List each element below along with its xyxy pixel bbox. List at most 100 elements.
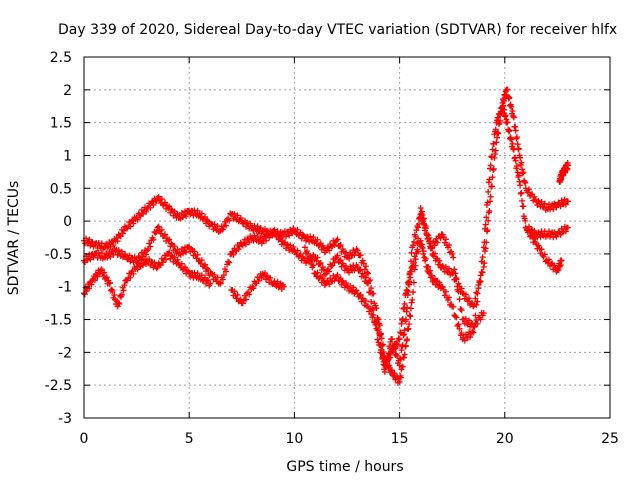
y-tick-labels: -3 -2.5 -2 -1.5 -1 -0.5 0 0.5 1 1.5 2 2.5: [45, 50, 72, 427]
data-point-fill: [562, 201, 569, 208]
data-point-fill: [187, 273, 194, 280]
data-point: [417, 237, 424, 244]
data-point-fill: [473, 301, 480, 308]
data-point-fill: [456, 325, 463, 332]
data-point-fill: [446, 294, 453, 301]
data-point: [207, 280, 214, 287]
data-point-fill: [385, 350, 392, 357]
data-point-fill: [509, 140, 516, 147]
data-point-fill: [394, 352, 401, 359]
data-point-fill: [237, 296, 244, 303]
data-point-fill: [362, 298, 369, 305]
data-point-fill: [171, 208, 178, 215]
data-point-fill: [461, 337, 468, 344]
data-point-fill: [158, 226, 165, 233]
data-point: [417, 204, 424, 211]
data-point-fill: [274, 278, 281, 285]
data-point-fill: [446, 265, 453, 272]
data-point-fill: [483, 214, 490, 221]
data-point-fill: [452, 270, 459, 277]
data-point: [301, 244, 308, 251]
data-point: [354, 247, 361, 254]
data-point-fill: [404, 336, 411, 343]
data-point-fill: [127, 258, 134, 265]
data-point-fill: [514, 134, 521, 141]
data-point-fill: [550, 205, 557, 212]
data-point-fill: [436, 257, 443, 264]
data-point-fill: [367, 305, 374, 312]
data-point-fill: [510, 114, 517, 121]
data-point-fill: [419, 216, 426, 223]
data-point-fill: [399, 363, 406, 370]
data-point-fill: [359, 257, 366, 264]
series-trace-c: [81, 211, 571, 376]
y-tick-label: 2.5: [50, 50, 72, 66]
data-point-fill: [129, 217, 136, 224]
data-point-fill: [401, 327, 408, 334]
data-point-fill: [266, 234, 273, 241]
data-point: [449, 250, 456, 257]
series-trace-a: [81, 86, 571, 386]
data-point-fill: [455, 321, 462, 328]
data-point: [402, 316, 409, 323]
x-tick-label: 15: [391, 431, 409, 447]
data-point-fill: [205, 218, 212, 225]
data-point-fill: [458, 307, 465, 314]
data-point-fill: [223, 268, 230, 275]
data-point-fill: [127, 223, 134, 230]
data-point-fill: [488, 154, 495, 161]
chart-title: Day 339 of 2020, Sidereal Day-to-day VTE…: [58, 22, 617, 38]
data-point-fill: [431, 242, 438, 249]
data-point-fill: [515, 172, 522, 179]
data-point-fill: [271, 226, 278, 233]
data-point-fill: [110, 241, 117, 248]
data-point-fill: [389, 335, 396, 342]
data-point-fill: [255, 277, 262, 284]
data-point-fill: [538, 198, 545, 205]
data-point-fill: [163, 256, 170, 263]
data-point-fill: [158, 196, 165, 203]
data-point: [417, 211, 424, 218]
data-point-fill: [471, 324, 478, 331]
data-point-fill: [504, 86, 511, 93]
data-point-fill: [336, 258, 343, 265]
data-point-fill: [184, 267, 191, 274]
data-point-fill: [153, 228, 160, 235]
data-point-fill: [450, 254, 457, 261]
data-point-fill: [431, 250, 438, 257]
data-point-fill: [150, 236, 157, 243]
data-point-fill: [415, 248, 422, 255]
data-point-fill: [147, 243, 154, 250]
data-point-fill: [374, 336, 381, 343]
data-point-fill: [518, 159, 525, 166]
data-point-fill: [408, 249, 415, 256]
data-point: [558, 257, 565, 264]
data-point-fill: [314, 269, 321, 276]
data-point-fill: [431, 275, 438, 282]
data-point-fill: [474, 290, 481, 297]
data-point-fill: [517, 154, 524, 161]
data-point-fill: [506, 127, 513, 134]
data-point: [396, 362, 403, 369]
data-point-fill: [208, 270, 215, 277]
tick-marks: [83, 56, 611, 419]
data-point-fill: [155, 223, 162, 230]
y-tick-label: -1: [58, 280, 72, 296]
data-point-fill: [525, 186, 532, 193]
data-point-fill: [134, 216, 141, 223]
data-point-fill: [455, 280, 462, 287]
data-point-fill: [407, 313, 414, 320]
data-point-fill: [290, 244, 297, 250]
x-tick-label: 25: [601, 431, 619, 447]
data-point-fill: [231, 210, 238, 217]
data-point-fill: [183, 249, 190, 256]
data-point-fill: [143, 208, 150, 215]
data-point-fill: [302, 260, 309, 267]
data-point: [564, 224, 571, 231]
data-point-fill: [211, 272, 218, 278]
data-point-fill: [484, 199, 491, 206]
data-point-fill: [370, 290, 377, 297]
data-point-fill: [130, 220, 137, 227]
data-point-fill: [425, 263, 432, 270]
